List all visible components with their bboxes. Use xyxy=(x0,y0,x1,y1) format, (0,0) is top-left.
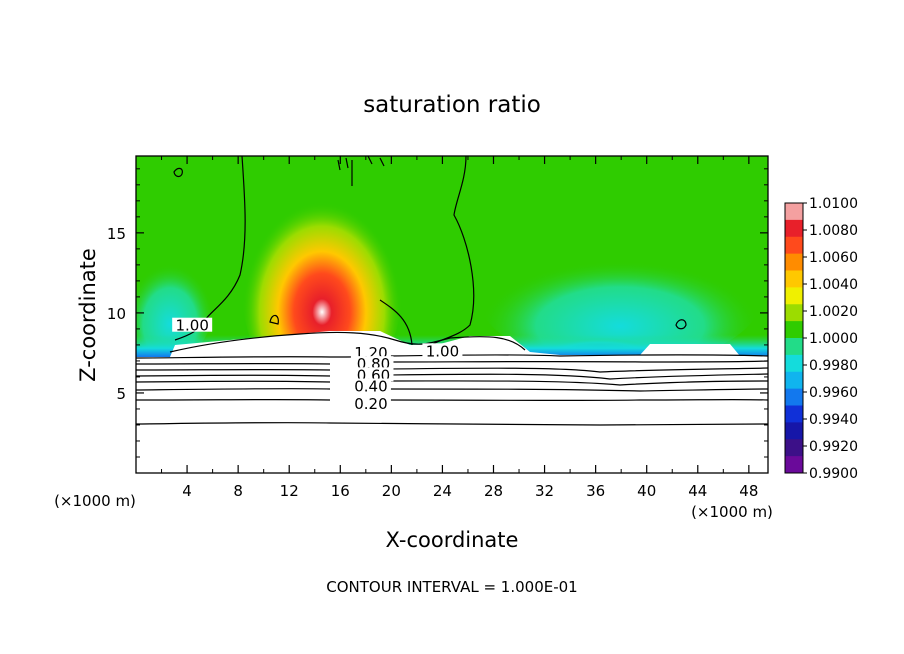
cloud-free-layer xyxy=(136,331,768,473)
x-axis: 4 8 12 16 20 24 28 32 36 40 44 48 xyxy=(161,156,758,500)
x-tick-label: 8 xyxy=(233,482,243,500)
colorbar-swatch xyxy=(785,371,803,390)
y-axis-label: Z-coordinate xyxy=(76,248,100,382)
colorbar-tick-label: 0.9920 xyxy=(809,439,858,455)
contour-interval-note: CONTOUR INTERVAL = 1.000E-01 xyxy=(326,578,577,596)
x-unit-label-left: (×1000 m) xyxy=(54,492,136,510)
contour-line-small-cell-2 xyxy=(675,319,687,330)
colorbar-tick-label: 0.9980 xyxy=(809,358,858,374)
contour-line-small-cell-1 xyxy=(173,167,183,178)
contour-line-0.30 xyxy=(136,387,768,392)
colorbar-swatch xyxy=(785,253,803,271)
y-axis: 5 10 15 xyxy=(107,168,768,458)
contour-line-1.20 xyxy=(169,331,526,353)
plot-frame xyxy=(135,155,769,474)
colorbar-tick-label: 0.9940 xyxy=(809,412,858,428)
contour-label: 0.20 xyxy=(354,395,387,413)
contour-line-0.60 xyxy=(136,380,768,386)
x-tick-label: 20 xyxy=(382,482,401,500)
colorbar-swatch xyxy=(785,388,803,406)
x-unit-label-right: (×1000 m) xyxy=(691,503,773,521)
colorbar-tick-label: 1.0100 xyxy=(809,196,858,212)
colorbar-swatch xyxy=(785,354,803,373)
x-tick-label: 12 xyxy=(280,482,299,500)
contour-line-1.00-middle xyxy=(379,299,413,346)
cyan-patch-right xyxy=(480,235,760,365)
colorbar-swatch xyxy=(785,456,803,474)
x-axis-label: X-coordinate xyxy=(386,528,519,552)
y-tick-label: 5 xyxy=(116,385,126,403)
colorbar-swatch xyxy=(785,304,803,322)
x-tick-label: 36 xyxy=(586,482,605,500)
colorbar-swatch xyxy=(785,270,803,288)
colorbar-tick-label: 0.9960 xyxy=(809,385,858,401)
colorbar-tick-label: 1.0000 xyxy=(809,331,858,347)
contour-label-bg xyxy=(350,378,391,393)
colorbar-swatch xyxy=(785,422,803,440)
contour-label-bg xyxy=(172,317,213,332)
colorbar-swatch xyxy=(785,338,803,356)
colorbar-tick-label: 0.9900 xyxy=(809,466,858,482)
plot-area xyxy=(136,156,768,473)
colorbar: 1.0100 1.0080 1.0060 1.0040 1.0020 1.0000 0.99… xyxy=(784,196,858,482)
colorbar-swatch xyxy=(785,439,803,457)
colorbar-tick-label: 1.0080 xyxy=(809,223,858,239)
x-tick-label: 44 xyxy=(688,482,707,500)
contour-label-bg xyxy=(353,367,394,382)
colorbar-tick-label: 1.0020 xyxy=(809,304,858,320)
colorbar-tick-label: 1.0060 xyxy=(809,250,858,266)
contour-line-0.20 xyxy=(136,398,768,402)
x-tick-label: 48 xyxy=(739,482,758,500)
contour-line-0.10 xyxy=(136,421,768,426)
x-tick-label: 24 xyxy=(433,482,452,500)
x-tick-label: 16 xyxy=(331,482,350,500)
contour-line-top-cells xyxy=(337,156,385,186)
contour-label-bg xyxy=(353,356,394,371)
contour-line-small-cell-3 xyxy=(269,314,279,325)
x-tick-label: 32 xyxy=(535,482,554,500)
colorbar-swatch xyxy=(785,203,803,221)
contour-label: 1.00 xyxy=(175,317,208,335)
colorbar-swatch xyxy=(785,219,803,238)
contour-label-bg xyxy=(350,396,391,411)
colorbar-swatch xyxy=(785,236,803,255)
colorbar-swatch xyxy=(785,321,803,339)
chart-title: saturation ratio xyxy=(363,92,541,118)
y-tick-label: 10 xyxy=(107,305,126,323)
contour-label: 0.40 xyxy=(354,378,387,396)
colorbar-swatch xyxy=(785,405,803,423)
contour-label-bg xyxy=(350,344,391,359)
colorbar-tick-label: 1.0040 xyxy=(809,277,858,293)
contour-line-0.80 xyxy=(136,367,768,373)
contour-label-bg xyxy=(422,343,463,358)
x-tick-label: 28 xyxy=(484,482,503,500)
colorbar-swatch xyxy=(785,287,803,305)
y-tick-label: 15 xyxy=(107,225,126,243)
contour-line-0.70 xyxy=(136,373,768,380)
contour-label: 1.00 xyxy=(426,342,459,360)
contour-line-0.90 xyxy=(136,360,768,365)
contour-line-1.00-right xyxy=(432,156,475,345)
x-tick-label: 40 xyxy=(637,482,656,500)
x-tick-label: 4 xyxy=(182,482,192,500)
contour-labels: 1.001.200.800.600.400.201.00 xyxy=(172,317,463,413)
